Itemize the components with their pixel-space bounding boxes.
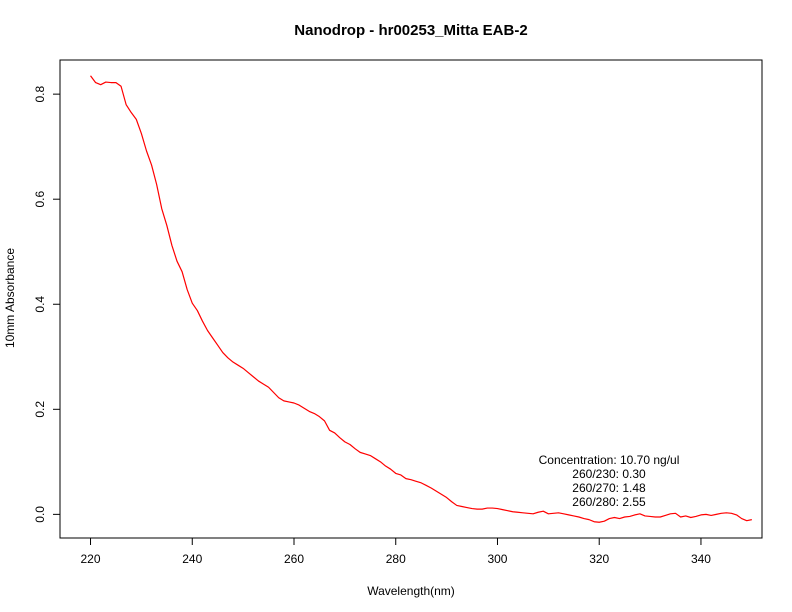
y-axis: 0.0 0.2 0.4 0.6 0.8 <box>33 85 60 523</box>
x-tick-label: 260 <box>284 552 304 566</box>
y-tick-label: 0.0 <box>33 506 47 523</box>
annotation-260-230: 260/230: 0.30 <box>572 467 646 481</box>
y-tick-label: 0.8 <box>33 85 47 102</box>
annotation-concentration: Concentration: 10.70 ng/ul <box>539 453 680 467</box>
series-layer <box>90 75 752 523</box>
annotation-260-280: 260/280: 2.55 <box>572 495 646 509</box>
y-axis-label: 10mm Absorbance <box>3 248 17 348</box>
annotation-260-270: 260/270: 1.48 <box>572 481 646 495</box>
chart-title: Nanodrop - hr00253_Mitta EAB-2 <box>294 22 527 39</box>
x-tick-label: 300 <box>487 552 507 566</box>
x-tick-label: 240 <box>182 552 202 566</box>
x-axis-label: Wavelength(nm) <box>367 584 455 598</box>
x-tick-label: 280 <box>386 552 406 566</box>
x-tick-label: 340 <box>691 552 711 566</box>
plot-frame <box>59 59 763 539</box>
y-tick-label: 0.6 <box>33 191 47 208</box>
y-tick-label: 0.2 <box>33 401 47 418</box>
x-tick-label: 320 <box>589 552 609 566</box>
y-tick-label: 0.4 <box>33 296 47 313</box>
x-tick-label: 220 <box>81 552 101 566</box>
absorbance-series-line <box>90 75 752 523</box>
x-axis: 220 240 260 280 300 320 340 <box>81 538 711 566</box>
annotation-block: Concentration: 10.70 ng/ul 260/230: 0.30… <box>539 453 680 509</box>
